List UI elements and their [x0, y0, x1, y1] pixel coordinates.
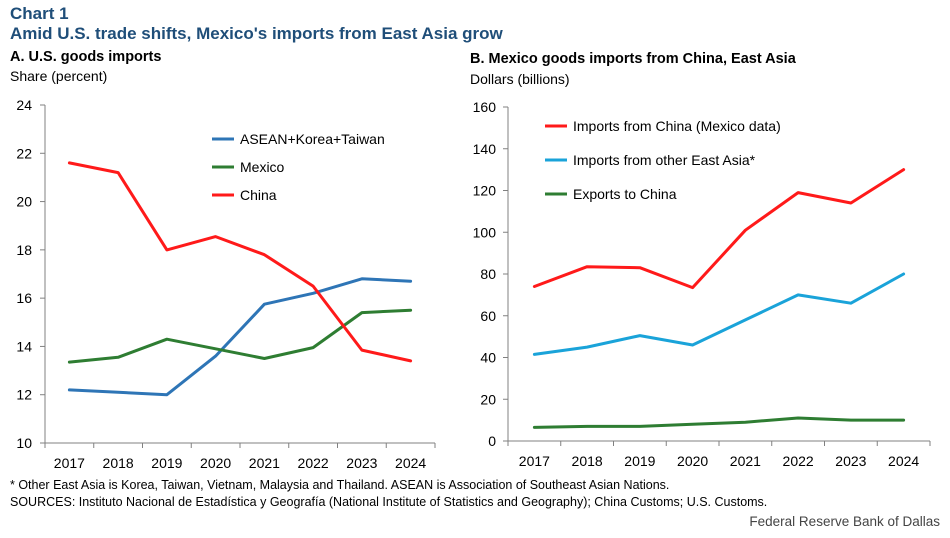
panel-a-x-tick-label: 2023	[346, 455, 377, 471]
panel-a-x-tick-label: 2017	[54, 455, 85, 471]
panel-a-x-tick-label: 2018	[103, 455, 134, 471]
panel-b-series-line-imports-from-other-east-asia	[532, 272, 906, 356]
panel-b-y-tick-label: 0	[488, 433, 496, 449]
panel-a-series-line-mexico	[67, 308, 413, 364]
panel-b-x-tick-label: 2019	[624, 453, 655, 469]
panel-b-y-tick-label: 140	[473, 141, 497, 157]
panel-b-y-tick-label: 160	[473, 99, 497, 115]
panel-a-x-tick-label: 2022	[298, 455, 329, 471]
credit-text: Federal Reserve Bank of Dallas	[749, 514, 940, 529]
panel-a-legend-label: China	[240, 187, 277, 203]
panel-b-x-tick-label: 2021	[730, 453, 761, 469]
panel-b-y-tick-label: 60	[480, 308, 496, 324]
panel-b-ylabel: Dollars (billions)	[470, 71, 570, 87]
panel-a-y-tick-label: 24	[16, 97, 32, 113]
chart-label: Chart 1	[10, 4, 69, 23]
footnote: * Other East Asia is Korea, Taiwan, Viet…	[10, 478, 670, 492]
panel-a-y-tick-label: 12	[16, 387, 32, 403]
chart-title: Amid U.S. trade shifts, Mexico's imports…	[10, 24, 503, 43]
panel-a-y-tick-label: 20	[16, 194, 32, 210]
panel-b-series-line-imports-from-china-mexico-data	[532, 168, 906, 290]
panel-b-legend-label: Imports from China (Mexico data)	[573, 118, 781, 134]
panel-b-y-tick-label: 100	[473, 224, 497, 240]
panel-b-x-tick-label: 2023	[835, 453, 866, 469]
panel-a-y-tick-label: 18	[16, 242, 32, 258]
panel-a-legend-label: Mexico	[240, 159, 285, 175]
panel-b-y-tick-label: 120	[473, 183, 497, 199]
panel-b-y-tick-label: 80	[480, 266, 496, 282]
panel-a-y-tick-label: 10	[16, 435, 32, 451]
panel-a-title: A. U.S. goods imports	[10, 49, 161, 65]
panel-b-legend-label: Exports to China	[573, 186, 677, 202]
panel-a-ylabel: Share (percent)	[10, 68, 107, 84]
panel-b-x-tick-label: 2024	[888, 453, 919, 469]
panel-a-y-tick-label: 22	[16, 145, 32, 161]
panel-a-x-tick-label: 2021	[249, 455, 280, 471]
panel-a-series-line-china	[67, 161, 413, 363]
panel-b-x-tick-label: 2017	[519, 453, 550, 469]
sources-note: SOURCES: Instituto Nacional de Estadísti…	[10, 495, 768, 509]
panel-b-y-tick-label: 40	[480, 350, 496, 366]
panel-b-title: B. Mexico goods imports from China, East…	[470, 51, 797, 67]
panel-a-legend-label: ASEAN+Korea+Taiwan	[240, 131, 385, 147]
panel-b-series-line-exports-to-china	[532, 416, 906, 429]
panel-a-x-tick-label: 2020	[200, 455, 231, 471]
panel-a-x-tick-label: 2019	[151, 455, 182, 471]
panel-a-y-tick-label: 14	[16, 338, 32, 354]
panel-b-x-tick-label: 2018	[572, 453, 603, 469]
panel-a-x-tick-label: 2024	[395, 455, 426, 471]
panel-a-series-line-asean-korea-taiwan	[67, 277, 413, 397]
panel-b-x-tick-label: 2020	[677, 453, 708, 469]
panel-b-y-tick-label: 20	[480, 391, 496, 407]
panel-b-legend-label: Imports from other East Asia*	[573, 152, 756, 168]
panel-b-x-tick-label: 2022	[783, 453, 814, 469]
panel-a-y-tick-label: 16	[16, 290, 32, 306]
